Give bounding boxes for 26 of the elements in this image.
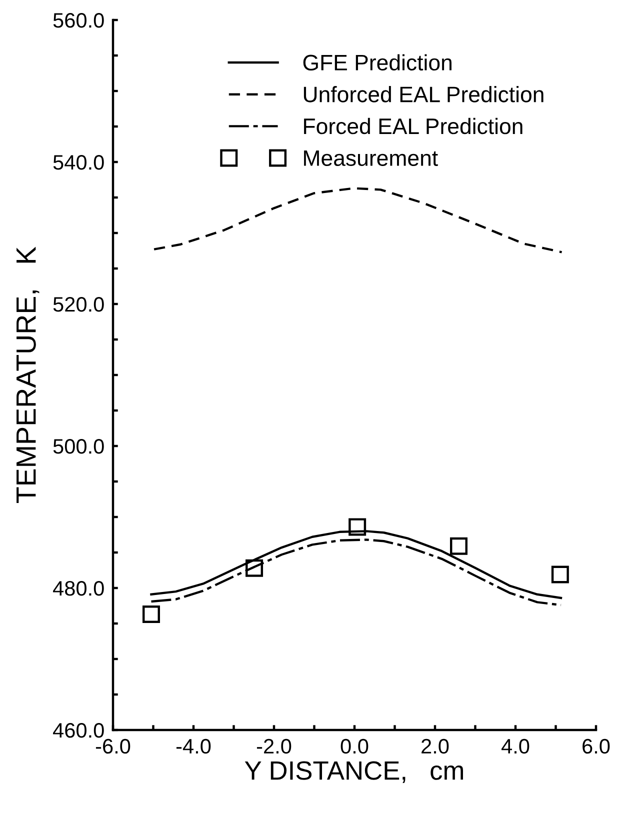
x-axis-title: Y DISTANCE, cm [244, 761, 463, 784]
y-tick-label: 500.0 [53, 439, 104, 454]
y-tick-label: 520.0 [53, 297, 104, 312]
point [551, 566, 569, 584]
x-tick-label: -2.0 [256, 738, 292, 754]
legend-label: Forced EAL Prediction [304, 118, 522, 134]
y-tick-label: 560.0 [53, 13, 104, 28]
legend-label: Unforced EAL Prediction [304, 86, 544, 102]
x-tick-label: 0.0 [340, 738, 368, 754]
x-tick-label: -4.0 [176, 738, 211, 754]
y-tick-label: 540.0 [53, 155, 104, 170]
line-series [150, 538, 562, 606]
x-tick-label: 4.0 [502, 738, 530, 754]
point [450, 537, 468, 555]
x-tick-label: 6.0 [582, 738, 610, 754]
legend-label: Measurement [304, 150, 438, 166]
x-tick-label: 2.0 [422, 738, 449, 754]
y-axis-title: TEMPERATURE, K [16, 246, 40, 503]
point [348, 518, 366, 536]
y-tick-label: 480.0 [53, 581, 104, 596]
y-tick-label: 460.0 [53, 723, 104, 738]
line-series [152, 187, 563, 254]
x-tick-label: -6.0 [96, 738, 130, 754]
point [246, 559, 264, 577]
legend-label: GFE Prediction [303, 54, 452, 71]
point [142, 606, 160, 624]
